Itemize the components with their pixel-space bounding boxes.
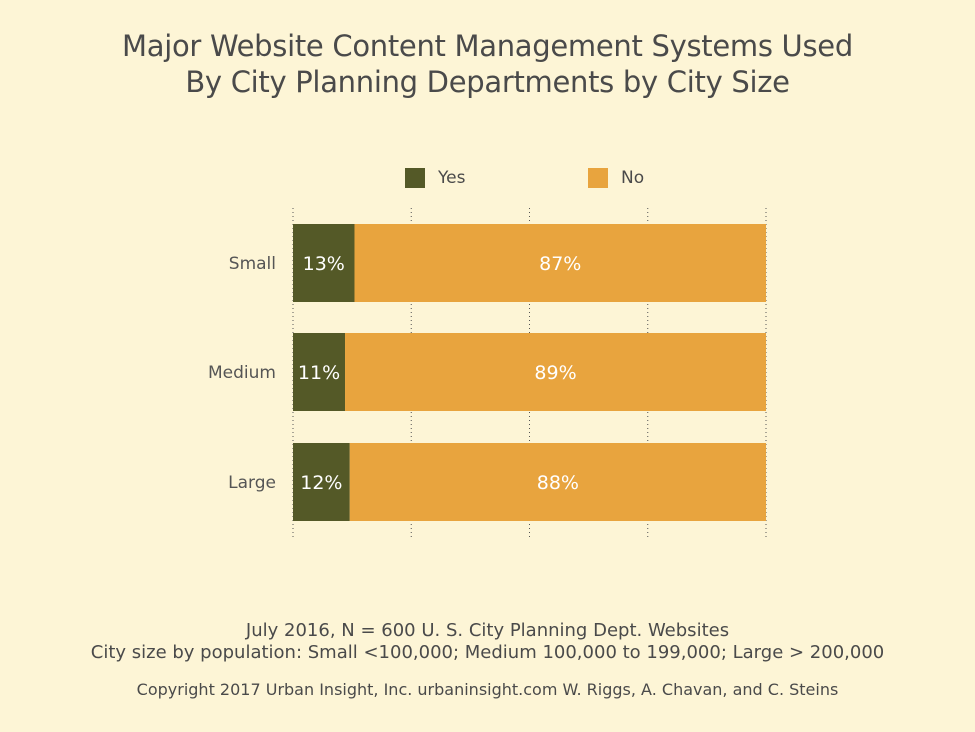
legend-swatch-yes [405, 168, 425, 188]
data-label-small-yes: 13% [303, 253, 345, 275]
chart-title-line-2: By City Planning Departments by City Siz… [185, 65, 790, 99]
bar-large-no [349, 443, 766, 521]
bar-small-yes [293, 224, 355, 302]
legend-label-no: No [621, 168, 645, 188]
legend-item-yes: Yes [405, 168, 465, 188]
category-label-large: Large [228, 473, 276, 493]
data-label-medium-yes: 11% [298, 362, 340, 384]
data-label-large-no: 88% [537, 472, 579, 494]
bar-medium-no [345, 333, 766, 411]
stacked-bar-chart: 13% 87% Small 11% 89% Medium 12% 88% Large [208, 208, 767, 538]
legend-swatch-no [588, 168, 608, 188]
chart-title: Major Website Content Management Systems… [0, 28, 975, 100]
data-label-medium-no: 89% [534, 362, 576, 384]
chart-title-line-1: Major Website Content Management Systems… [122, 29, 853, 63]
bar-medium-yes [293, 333, 346, 411]
data-label-small-no: 87% [539, 253, 581, 275]
bar-small-no [354, 224, 766, 302]
legend-item-no: No [588, 168, 644, 188]
category-label-small: Small [229, 254, 276, 274]
data-label-large-yes: 12% [300, 472, 342, 494]
bar-large-yes [293, 443, 350, 521]
footer-city-size-note: City size by population: Small <100,000;… [90, 642, 885, 663]
footer-copyright: Copyright 2017 Urban Insight, Inc. urban… [136, 680, 839, 699]
footer-source: July 2016, N = 600 U. S. City Planning D… [245, 620, 730, 641]
category-label-medium: Medium [208, 363, 276, 383]
legend-label-yes: Yes [438, 168, 466, 188]
